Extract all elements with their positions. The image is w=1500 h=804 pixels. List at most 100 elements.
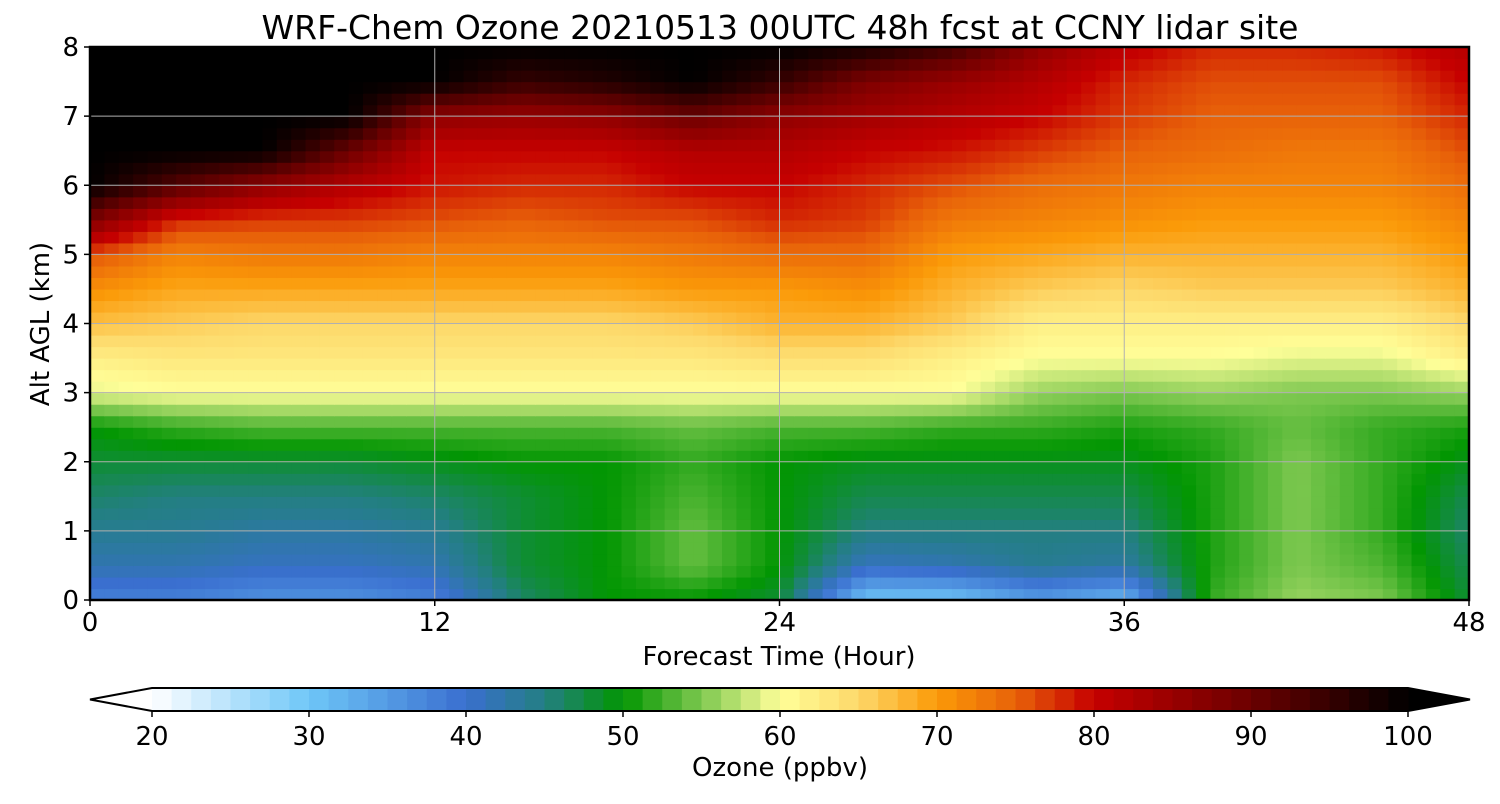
heatmap-cell [1224, 484, 1240, 497]
heatmap-cell [1196, 358, 1212, 371]
heatmap-cell [621, 519, 637, 532]
heatmap-cell [951, 70, 967, 83]
heatmap-cell [908, 542, 924, 555]
heatmap-cell [104, 358, 120, 371]
heatmap-cell [779, 265, 795, 279]
heatmap-cell [1310, 104, 1326, 117]
heatmap-cell [1109, 381, 1125, 394]
heatmap-cell [1454, 427, 1469, 440]
heatmap-cell [434, 450, 450, 463]
heatmap-cell [1382, 277, 1398, 290]
heatmap-cell [994, 231, 1010, 244]
heatmap-cell [1354, 450, 1370, 463]
heatmap-cell [319, 415, 335, 428]
heatmap-cell [1253, 277, 1269, 290]
heatmap-cell [434, 219, 450, 232]
heatmap-cell [1181, 277, 1197, 290]
heatmap-cell [391, 519, 407, 532]
heatmap-cell [1267, 219, 1283, 232]
heatmap-cell [1325, 530, 1341, 543]
heatmap-cell [1253, 346, 1269, 359]
heatmap-cell [650, 58, 666, 71]
heatmap-cell [1354, 576, 1370, 590]
heatmap-cell [1325, 173, 1341, 186]
heatmap-cell [204, 127, 220, 140]
heatmap-cell [650, 70, 666, 83]
heatmap-cell [564, 300, 579, 313]
heatmap-cell [291, 358, 307, 371]
heatmap-cell [1368, 461, 1384, 474]
heatmap-cell [362, 335, 378, 348]
heatmap-cell [118, 576, 134, 590]
heatmap-cell [808, 70, 824, 83]
heatmap-cell [319, 335, 335, 348]
heatmap-cell [549, 438, 565, 451]
heatmap-cell [980, 392, 996, 405]
heatmap-cell [765, 219, 781, 232]
heatmap-cell [362, 450, 378, 463]
heatmap-cell [1196, 93, 1212, 106]
heatmap-cell [219, 231, 235, 244]
heatmap-cell [1440, 542, 1456, 555]
heatmap-cell [176, 358, 192, 371]
heatmap-cell [779, 127, 795, 140]
heatmap-cell [1411, 231, 1427, 244]
heatmap-cell [1253, 311, 1269, 325]
heatmap-cell [736, 461, 752, 474]
heatmap-cell [434, 496, 450, 509]
heatmap-cell [607, 93, 623, 106]
heatmap-cell [908, 358, 924, 371]
heatmap-cell [1339, 70, 1355, 83]
heatmap-cell [808, 300, 824, 313]
heatmap-cell [1081, 461, 1097, 474]
heatmap-cell [1081, 415, 1097, 428]
heatmap-cell [1368, 219, 1384, 232]
heatmap-cell [650, 208, 666, 221]
heatmap-cell [923, 219, 939, 232]
heatmap-cell [607, 254, 623, 267]
heatmap-cell [1081, 127, 1097, 140]
heatmap-cell [176, 139, 192, 152]
heatmap-cell [664, 93, 680, 106]
heatmap-cell [908, 392, 924, 405]
heatmap-cell [1224, 208, 1240, 221]
heatmap-cell [1181, 335, 1197, 348]
heatmap-cell [104, 519, 120, 532]
heatmap-cell [707, 427, 723, 440]
heatmap-cell [1167, 254, 1183, 267]
colorbar-swatch [1015, 688, 1036, 711]
heatmap-cell [449, 461, 465, 474]
heatmap-cell [980, 277, 996, 290]
heatmap-cell [750, 277, 766, 290]
heatmap-cell [1196, 496, 1212, 509]
heatmap-cell [1454, 196, 1469, 209]
heatmap-cell [161, 300, 177, 313]
heatmap-cell [980, 576, 996, 590]
heatmap-cell [549, 519, 565, 532]
heatmap-cell [564, 242, 579, 255]
heatmap-cell [994, 507, 1010, 520]
heatmap-cell [334, 496, 350, 509]
heatmap-cell [549, 116, 565, 129]
heatmap-cell [406, 81, 421, 94]
heatmap-cell [1210, 162, 1226, 175]
heatmap-cell [908, 519, 924, 532]
heatmap-cell [1296, 335, 1312, 348]
heatmap-cell [1310, 254, 1326, 267]
heatmap-cell [1440, 553, 1456, 567]
heatmap-cell [894, 173, 910, 186]
heatmap-cell [1196, 47, 1212, 60]
heatmap-cell [793, 507, 809, 520]
heatmap-cell [1253, 265, 1269, 279]
heatmap-cell [147, 219, 163, 232]
heatmap-cell [1296, 150, 1312, 163]
heatmap-cell [1210, 185, 1226, 198]
heatmap-cell [1296, 219, 1312, 232]
heatmap-cell [1210, 519, 1226, 532]
heatmap-cell [1210, 438, 1226, 451]
heatmap-cell [678, 185, 694, 198]
heatmap-cell [233, 173, 249, 186]
heatmap-cell [90, 265, 105, 279]
heatmap-cell [90, 496, 105, 509]
heatmap-cell [477, 219, 493, 232]
